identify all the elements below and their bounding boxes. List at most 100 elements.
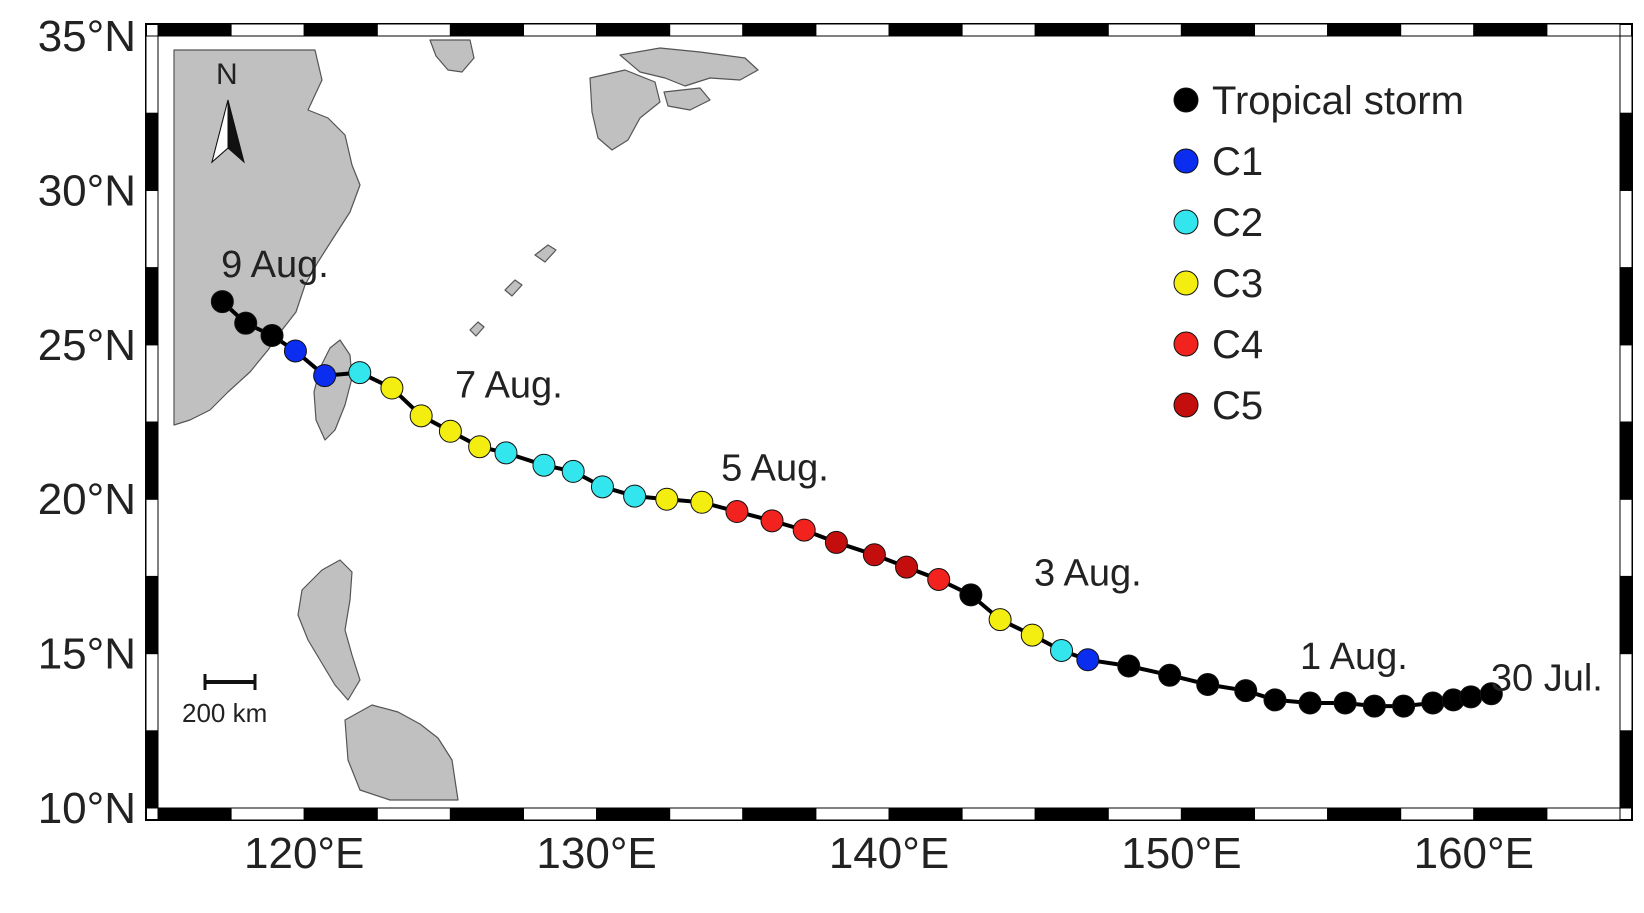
track-point — [959, 583, 983, 607]
frame-segment — [1546, 23, 1621, 37]
legend-label: C4 — [1212, 323, 1263, 367]
frame-segment — [669, 807, 744, 821]
frame-segment — [1619, 35, 1633, 114]
track-point — [1362, 694, 1386, 718]
track-point — [283, 339, 307, 363]
frame-segment — [376, 23, 451, 37]
date-label: 7 Aug. — [455, 364, 563, 406]
frame-segment — [523, 807, 598, 821]
frame-segment — [449, 807, 524, 821]
track-point — [792, 518, 816, 542]
track-point — [655, 487, 679, 511]
frame-segment — [961, 23, 1036, 37]
track-point — [1392, 694, 1416, 718]
track-point — [1333, 691, 1357, 715]
frame-segment — [1034, 23, 1109, 37]
track-point — [1196, 672, 1220, 696]
korean-peninsula-edge — [429, 39, 475, 73]
frame-segment — [303, 23, 378, 37]
track-point — [468, 435, 492, 459]
frame-segment — [1619, 575, 1633, 655]
frame-segment — [1254, 23, 1329, 37]
track-point — [1421, 691, 1445, 715]
frame-segment — [1473, 23, 1548, 37]
track-point — [760, 509, 784, 533]
japan-kyushu — [589, 69, 661, 151]
track-point — [988, 608, 1012, 632]
legend-marker — [1173, 209, 1199, 235]
ryukyu-islands — [469, 244, 557, 337]
date-label: 9 Aug. — [221, 244, 329, 286]
legend-marker — [1173, 87, 1199, 113]
north-label: N — [216, 58, 238, 91]
track-point — [348, 361, 372, 385]
date-label: 1 Aug. — [1300, 636, 1408, 678]
track-point — [590, 475, 614, 499]
frame-segment — [523, 23, 598, 37]
track-point — [1263, 688, 1287, 712]
lat-tick-label: 15°N — [38, 630, 136, 679]
frame-segment — [1619, 498, 1633, 577]
frame-segment — [145, 730, 159, 809]
date-annotations: 9 Aug. 7 Aug. 5 Aug. 3 Aug. 1 Aug. 30 Jul. — [221, 244, 1603, 700]
frame-segment — [145, 653, 159, 732]
track-point — [1158, 663, 1182, 687]
frame-segment — [1473, 807, 1548, 821]
map-panel — [158, 36, 1620, 808]
frame-segment — [1619, 653, 1633, 732]
lat-tick-label: 20°N — [38, 475, 136, 524]
date-label: 30 Jul. — [1491, 658, 1603, 700]
track-point — [1479, 682, 1503, 706]
track-point — [532, 453, 556, 477]
lon-tick-label: 120°E — [244, 829, 364, 878]
frame-segment — [742, 23, 817, 37]
track-point — [1076, 648, 1100, 672]
lon-tick-label: 160°E — [1414, 829, 1534, 878]
track-point — [1298, 691, 1322, 715]
track-point — [494, 441, 518, 465]
frame-segment — [1619, 267, 1633, 346]
track-point — [210, 290, 234, 314]
track-point — [234, 311, 258, 335]
legend-label: C5 — [1212, 384, 1263, 428]
legend-label: C1 — [1212, 140, 1263, 184]
map-frame — [145, 23, 1633, 821]
lon-tick-label: 130°E — [536, 829, 656, 878]
track-point — [1020, 623, 1044, 647]
frame-segment — [145, 498, 159, 577]
frame-segment — [1107, 23, 1182, 37]
frame-segment — [230, 807, 305, 821]
frame-segment — [145, 575, 159, 655]
frame-segment — [1546, 807, 1621, 821]
track-point — [895, 555, 919, 579]
typhoon-track — [210, 290, 1503, 718]
lon-tick-label: 140°E — [829, 829, 949, 878]
frame-segment — [145, 421, 159, 500]
frame-segment — [145, 267, 159, 346]
track-point — [313, 364, 337, 388]
frame-segment — [157, 807, 232, 821]
frame-segment — [145, 189, 159, 269]
frame-segment — [449, 23, 524, 37]
date-label: 3 Aug. — [1034, 553, 1142, 595]
axis-labels: 35°N 30°N 25°N 20°N 15°N 10°N 120°E 130°E 140°E 1… — [38, 12, 1534, 878]
legend-marker — [1173, 148, 1199, 174]
frame-segment — [1619, 189, 1633, 269]
track-point — [862, 543, 886, 567]
frame-segment — [815, 23, 890, 37]
frame-segment — [230, 23, 305, 37]
frame-segment — [815, 807, 890, 821]
japan-shikoku — [663, 87, 711, 111]
japan-honshu — [619, 47, 759, 87]
frame-segment — [888, 807, 963, 821]
track-point — [260, 324, 284, 348]
frame-segment — [742, 807, 817, 821]
track-point — [561, 459, 585, 483]
frame-segment — [1254, 807, 1329, 821]
track-point — [409, 404, 433, 428]
date-label: 5 Aug. — [721, 448, 829, 490]
legend-label: C2 — [1212, 201, 1263, 245]
track-point — [1234, 679, 1258, 703]
track-point — [725, 500, 749, 524]
frame-segment — [1619, 112, 1633, 191]
